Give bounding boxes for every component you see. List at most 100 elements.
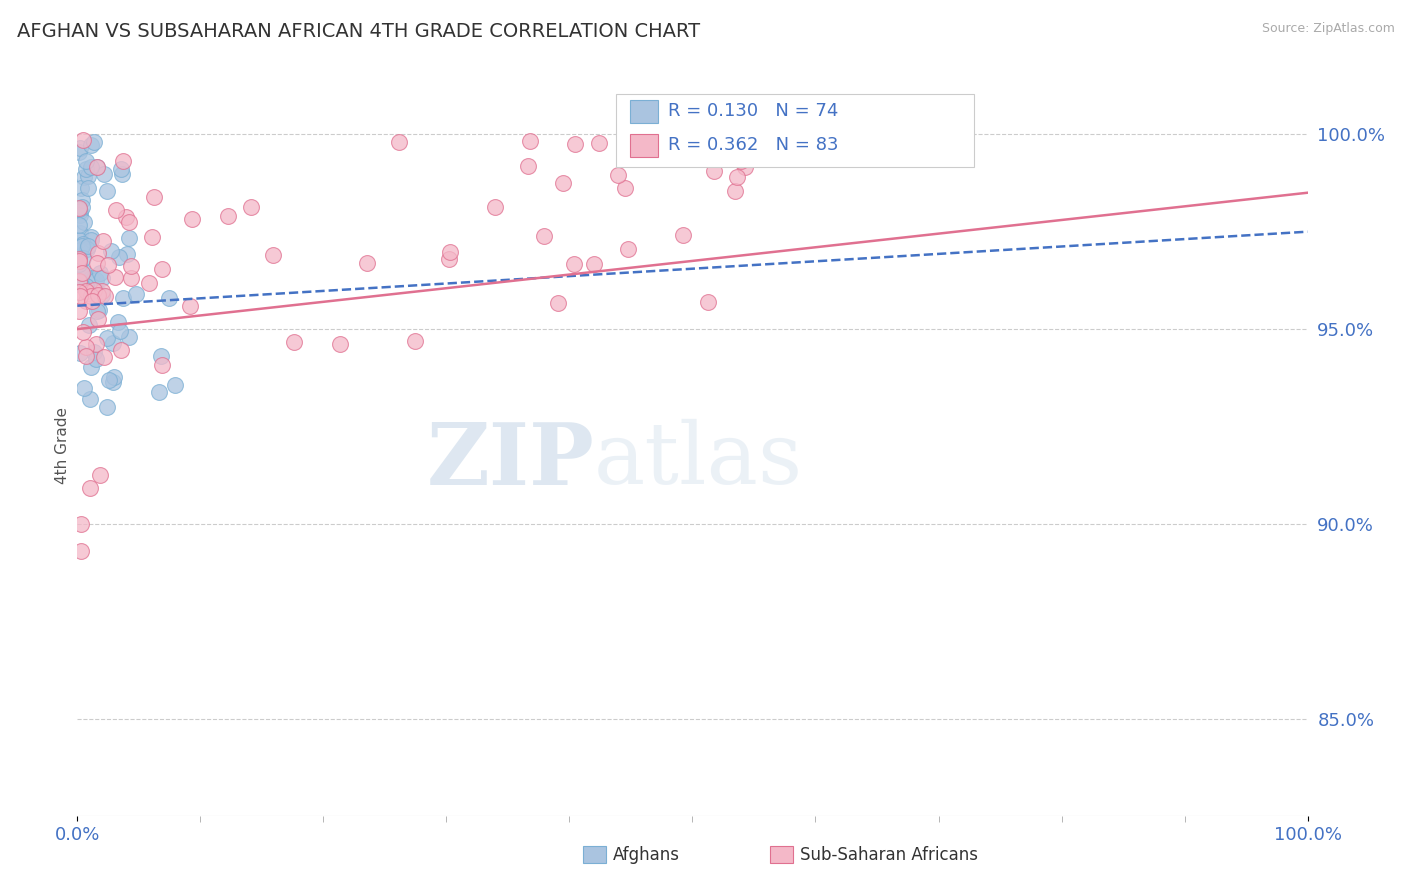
Point	[69, 288, 91, 302]
Point	[157, 292, 180, 306]
Point	[614, 181, 637, 195]
Point	[67, 252, 90, 266]
Point	[388, 135, 411, 149]
Point	[70, 239, 93, 253]
Point	[519, 134, 541, 148]
Point	[97, 373, 120, 387]
Point	[72, 236, 94, 251]
Point	[111, 167, 134, 181]
Point	[91, 284, 114, 298]
Point	[562, 257, 585, 271]
Point	[69, 244, 91, 258]
Point	[67, 274, 90, 288]
Point	[75, 340, 97, 354]
Point	[73, 170, 96, 185]
Point	[79, 481, 101, 495]
Point	[103, 370, 125, 384]
Point	[104, 270, 127, 285]
Point	[80, 360, 103, 375]
Point	[118, 330, 141, 344]
Point	[86, 304, 108, 318]
Point	[672, 228, 695, 243]
Point	[283, 334, 305, 349]
Point	[72, 325, 94, 339]
Point	[616, 242, 638, 256]
Point	[93, 167, 115, 181]
Point	[100, 244, 122, 258]
Point	[69, 253, 91, 268]
Point	[80, 230, 103, 244]
Point	[69, 226, 91, 240]
Point	[262, 248, 284, 262]
Text: R = 0.130   N = 74: R = 0.130 N = 74	[668, 103, 838, 120]
Point	[72, 194, 94, 208]
Point	[163, 378, 186, 392]
Point	[75, 279, 97, 293]
Point	[150, 261, 173, 276]
Point	[533, 228, 555, 243]
Point	[86, 160, 108, 174]
Point	[94, 289, 117, 303]
Text: Source: ZipAtlas.com: Source: ZipAtlas.com	[1261, 22, 1395, 36]
Point	[67, 234, 90, 248]
Point	[484, 200, 506, 214]
Text: Sub-Saharan Africans: Sub-Saharan Africans	[800, 846, 979, 863]
Point	[79, 289, 101, 303]
Point	[79, 233, 101, 247]
Point	[118, 215, 141, 229]
Text: Afghans: Afghans	[613, 846, 681, 863]
Point	[80, 271, 103, 285]
Point	[239, 201, 262, 215]
Point	[588, 136, 610, 151]
Text: AFGHAN VS SUBSAHARAN AFRICAN 4TH GRADE CORRELATION CHART: AFGHAN VS SUBSAHARAN AFRICAN 4TH GRADE C…	[17, 22, 700, 41]
Point	[125, 287, 148, 301]
Point	[67, 275, 90, 289]
Point	[86, 160, 108, 174]
Point	[96, 331, 118, 345]
Point	[80, 160, 103, 174]
Point	[80, 138, 103, 153]
Point	[84, 273, 107, 287]
Text: atlas: atlas	[595, 419, 803, 502]
Point	[120, 260, 142, 274]
Point	[77, 286, 100, 301]
Point	[67, 145, 90, 160]
Point	[72, 133, 94, 147]
Point	[70, 181, 93, 195]
Point	[69, 346, 91, 360]
Point	[107, 315, 129, 329]
Point	[69, 208, 91, 222]
Point	[72, 380, 94, 394]
Point	[730, 154, 752, 169]
Point	[517, 160, 540, 174]
Point	[80, 293, 103, 308]
Point	[356, 256, 378, 270]
Point	[96, 184, 118, 198]
Point	[67, 201, 90, 215]
Point	[69, 141, 91, 155]
Point	[97, 258, 120, 272]
Point	[67, 218, 90, 232]
Point	[633, 120, 655, 134]
Point	[77, 239, 100, 253]
Point	[696, 295, 718, 310]
Point	[90, 288, 112, 302]
Point	[695, 150, 717, 164]
Point	[69, 204, 91, 219]
Point	[67, 252, 90, 266]
Point	[104, 203, 127, 218]
Point	[77, 181, 100, 195]
Point	[83, 135, 105, 149]
Point	[582, 257, 605, 271]
Point	[564, 137, 586, 152]
Point	[141, 229, 163, 244]
Point	[75, 285, 97, 299]
Point	[82, 287, 104, 301]
Point	[142, 189, 165, 203]
Point	[75, 349, 97, 363]
Point	[93, 350, 115, 364]
Point	[75, 154, 97, 169]
Point	[87, 246, 110, 260]
Point	[437, 252, 460, 266]
Point	[83, 344, 105, 359]
